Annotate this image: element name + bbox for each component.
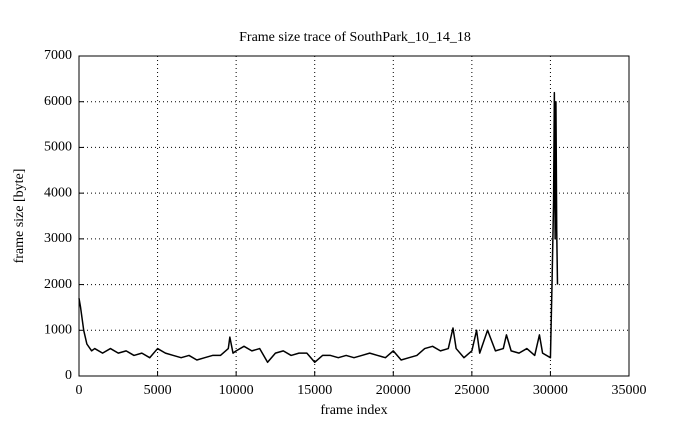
y-tick-label: 1000 (44, 323, 72, 338)
x-tick-label: 10000 (219, 383, 254, 398)
x-axis-label: frame index (320, 403, 387, 418)
x-tick-label: 35000 (612, 383, 647, 398)
x-tick-label: 15000 (297, 383, 332, 398)
y-tick-label: 0 (65, 368, 72, 383)
y-axis-label: frame size [byte] (12, 169, 27, 264)
x-tick-label: 30000 (533, 383, 568, 398)
y-tick-label: 3000 (44, 231, 72, 246)
trace-line (78, 91, 559, 364)
x-tick-label: 5000 (144, 383, 172, 398)
x-tick-label: 0 (76, 383, 83, 398)
y-tick-label: 5000 (44, 140, 72, 155)
y-tick-label: 7000 (44, 48, 72, 63)
chart-title: Frame size trace of SouthPark_10_14_18 (239, 30, 471, 45)
y-tick-label: 4000 (44, 185, 72, 200)
x-tick-label: 20000 (376, 383, 411, 398)
y-tick-label: 6000 (44, 94, 72, 109)
plot-frame (78, 55, 630, 377)
x-tick-label: 25000 (454, 383, 489, 398)
y-tick-label: 2000 (44, 277, 72, 292)
